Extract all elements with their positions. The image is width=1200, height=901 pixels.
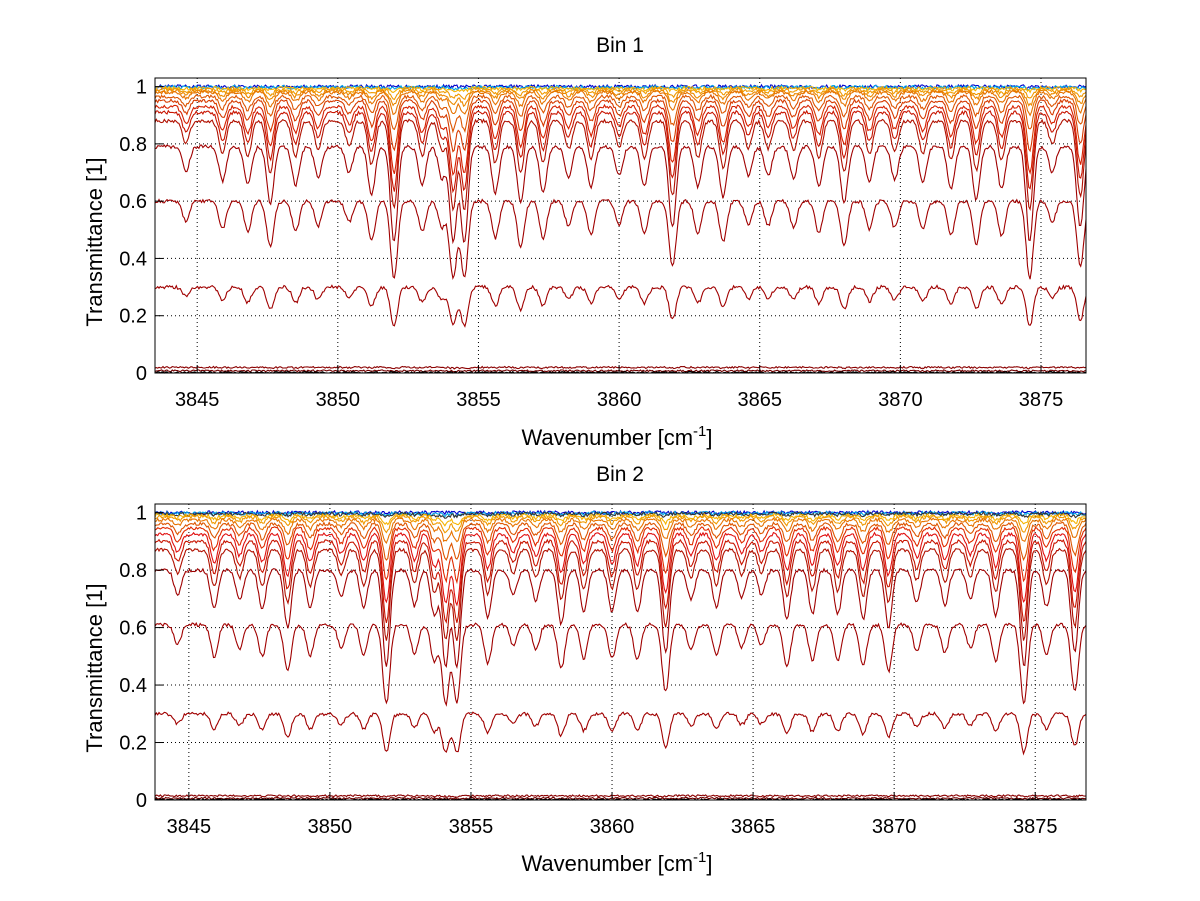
- series-line-s2: [154, 510, 1087, 518]
- plot-lines: [154, 509, 1087, 801]
- x-axis-label-sup: -1: [693, 423, 706, 440]
- series-line-s4: [154, 512, 1087, 527]
- chart-title: Bin 2: [596, 463, 644, 486]
- series-line-s2: [154, 84, 1087, 91]
- series-line-s16: [154, 369, 1087, 373]
- x-tick-label: 3845: [175, 389, 220, 411]
- x-axis-label-text: Wavenumber [cm: [521, 425, 693, 450]
- axes-box: [154, 77, 1087, 374]
- x-tick-label: 3855: [449, 816, 494, 838]
- x-tick-label: 3855: [456, 389, 501, 411]
- y-tick-label: 0.8: [119, 134, 147, 156]
- x-tick-label: 3875: [1013, 816, 1058, 838]
- x-axis-label-close: ]: [706, 851, 712, 876]
- x-axis-label-close: ]: [706, 425, 712, 450]
- series-line-s14: [154, 284, 1087, 328]
- y-tick-label: 0: [136, 363, 147, 385]
- series-line-s12: [154, 567, 1087, 669]
- y-tick-label: 1: [136, 77, 147, 99]
- x-tick-label: 3845: [167, 816, 212, 838]
- x-tick-label: 3850: [308, 816, 353, 838]
- y-axis-label: Transmittance [1]: [82, 157, 107, 326]
- series-line-s13: [154, 198, 1087, 281]
- y-ticks: 0 0.2 0.4 0.6 0.8 1: [119, 77, 163, 385]
- x-tick-label: 3860: [590, 816, 635, 838]
- y-tick-label: 0.4: [119, 248, 147, 270]
- series-line-s16: [154, 796, 1086, 801]
- y-ticks: 0 0.2 0.4 0.6 0.8 1: [119, 503, 163, 812]
- x-tick-label: 3865: [731, 816, 776, 838]
- plot-lines: [154, 83, 1087, 374]
- x-tick-label: 3870: [872, 816, 917, 838]
- y-tick-label: 0.2: [119, 306, 147, 328]
- series-line-s9: [154, 531, 1087, 607]
- x-tick-label: 3870: [878, 389, 923, 411]
- series-line-s3: [154, 511, 1087, 519]
- grid: [155, 504, 1086, 800]
- y-tick-label: 0.2: [119, 733, 147, 755]
- series-line-s10: [154, 109, 1087, 194]
- y-tick-label: 0.6: [119, 618, 147, 640]
- series-line-s7: [154, 521, 1087, 562]
- y-axis-label: Transmittance [1]: [82, 583, 107, 752]
- series-line-s10: [154, 538, 1087, 624]
- x-tick-label: 3850: [316, 389, 361, 411]
- series-line-s12: [154, 144, 1087, 245]
- y-tick-label: 0.4: [119, 675, 147, 697]
- series-line-s7: [154, 93, 1087, 134]
- series-line-s11: [154, 547, 1087, 641]
- x-axis-label: Wavenumber [cm-1]: [521, 423, 712, 450]
- series-line-s11: [154, 118, 1087, 212]
- series-line-s6: [154, 89, 1087, 117]
- x-axis-label-text: Wavenumber [cm: [521, 851, 693, 876]
- x-ticks: 3845 3850 3855 3860 3865 3870 3875: [167, 792, 1058, 838]
- chart-bin-1: Bin 1 0 0.2 0.4 0.6 0.8 1 3845 3850 3855 3860 386…: [82, 34, 1087, 450]
- x-ticks: 3845 3850 3855 3860 3865 3870 3875: [175, 365, 1063, 411]
- chart-bin-2: Bin 2 0 0.2 0.4 0.6 0.8 1 3845 3850 3855 3860 386…: [82, 463, 1087, 876]
- series-line-s6: [154, 516, 1087, 544]
- axes-box: [154, 503, 1087, 801]
- x-axis-label-sup: -1: [693, 849, 706, 866]
- y-tick-label: 1: [136, 503, 147, 525]
- chart-title: Bin 1: [596, 34, 644, 57]
- series-line-s15: [154, 793, 1087, 798]
- x-tick-label: 3865: [737, 389, 782, 411]
- x-tick-label: 3860: [597, 389, 642, 411]
- series-line-s13: [154, 621, 1087, 707]
- series-line-s8: [154, 525, 1087, 585]
- y-tick-label: 0: [136, 790, 147, 812]
- series-line-s9: [154, 103, 1087, 176]
- y-tick-label: 0.8: [119, 560, 147, 582]
- series-line-s5: [154, 514, 1087, 534]
- series-line-s15: [154, 365, 1087, 370]
- series-line-s14: [154, 711, 1087, 756]
- x-tick-label: 3875: [1019, 389, 1064, 411]
- x-axis-label: Wavenumber [cm-1]: [521, 849, 712, 876]
- y-tick-label: 0.6: [119, 191, 147, 213]
- series-line-s8: [154, 98, 1087, 153]
